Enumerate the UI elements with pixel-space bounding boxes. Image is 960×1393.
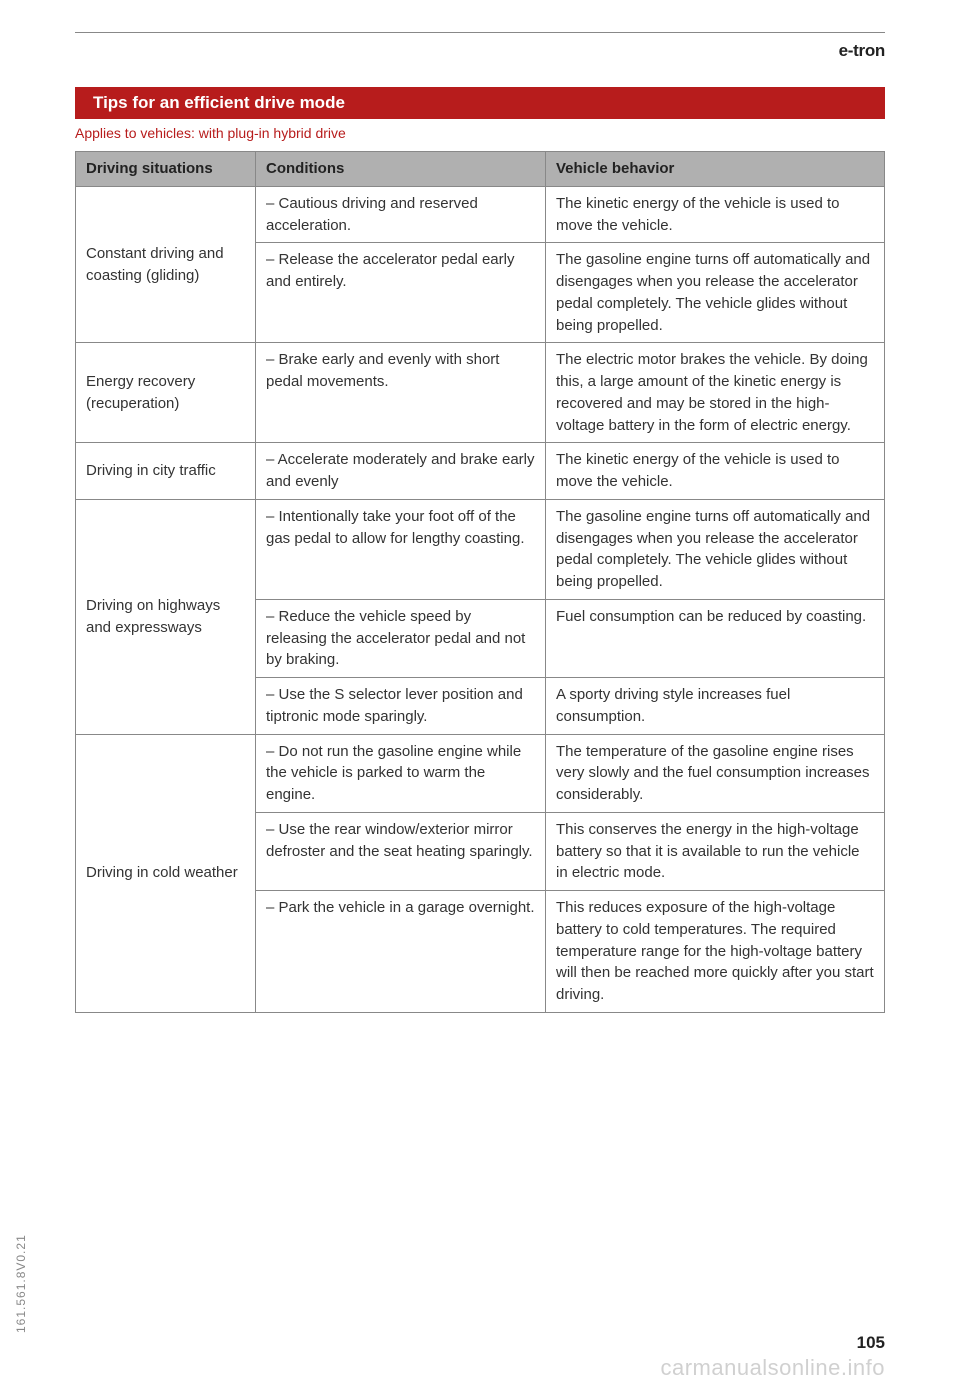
section-title: Tips for an efficient drive mode [75, 87, 885, 119]
col-header-behavior: Vehicle behavior [546, 152, 885, 187]
table-header-row: Driving situations Conditions Vehicle be… [76, 152, 885, 187]
behavior-cell: This reduces exposure of the high-voltag… [546, 891, 885, 1013]
behavior-cell: The kinetic energy of the vehicle is use… [546, 443, 885, 500]
behavior-cell: The gasoline engine turns off automatica… [546, 243, 885, 343]
situation-cell: Driving in city traffic [76, 443, 256, 500]
side-code: 161.561.8V0.21 [14, 1234, 28, 1333]
behavior-cell: The temperature of the gasoline engine r… [546, 734, 885, 812]
watermark: carmanualsonline.info [660, 1355, 885, 1381]
applies-line: Applies to vehicles: with plug-in hybrid… [75, 119, 885, 151]
situation-cell: Constant driving and coasting (gliding) [76, 186, 256, 343]
behavior-cell: A sporty driving style increases fuel co… [546, 678, 885, 735]
col-header-situations: Driving situations [76, 152, 256, 187]
table-row: Driving on highways and expressways– Int… [76, 499, 885, 599]
condition-cell: – Cautious driving and reserved accelera… [256, 186, 546, 243]
page-number: 105 [857, 1333, 885, 1353]
condition-cell: – Use the S selector lever position and … [256, 678, 546, 735]
condition-cell: – Park the vehicle in a garage overnight… [256, 891, 546, 1013]
condition-cell: – Accelerate moderately and brake early … [256, 443, 546, 500]
header-brand: e-tron [75, 33, 885, 79]
table-row: Driving in cold weather– Do not run the … [76, 734, 885, 812]
tips-table: Driving situations Conditions Vehicle be… [75, 151, 885, 1013]
table-row: Driving in city traffic– Accelerate mode… [76, 443, 885, 500]
situation-cell: Driving on highways and expressways [76, 499, 256, 734]
col-header-conditions: Conditions [256, 152, 546, 187]
condition-cell: – Intentionally take your foot off of th… [256, 499, 546, 599]
situation-cell: Energy recovery (recuperation) [76, 343, 256, 443]
table-row: Energy recovery (recuperation)– Brake ea… [76, 343, 885, 443]
condition-cell: – Reduce the vehicle speed by releasing … [256, 599, 546, 677]
condition-cell: – Do not run the gasoline engine while t… [256, 734, 546, 812]
behavior-cell: The gasoline engine turns off automatica… [546, 499, 885, 599]
condition-cell: – Release the accelerator pedal early an… [256, 243, 546, 343]
behavior-cell: The kinetic energy of the vehicle is use… [546, 186, 885, 243]
behavior-cell: The electric motor brakes the vehicle. B… [546, 343, 885, 443]
condition-cell: – Use the rear window/exterior mirror de… [256, 812, 546, 890]
condition-cell: – Brake early and evenly with short peda… [256, 343, 546, 443]
behavior-cell: Fuel consumption can be reduced by coast… [546, 599, 885, 677]
situation-cell: Driving in cold weather [76, 734, 256, 1012]
behavior-cell: This conserves the energy in the high-vo… [546, 812, 885, 890]
table-row: Constant driving and coasting (gliding)–… [76, 186, 885, 243]
